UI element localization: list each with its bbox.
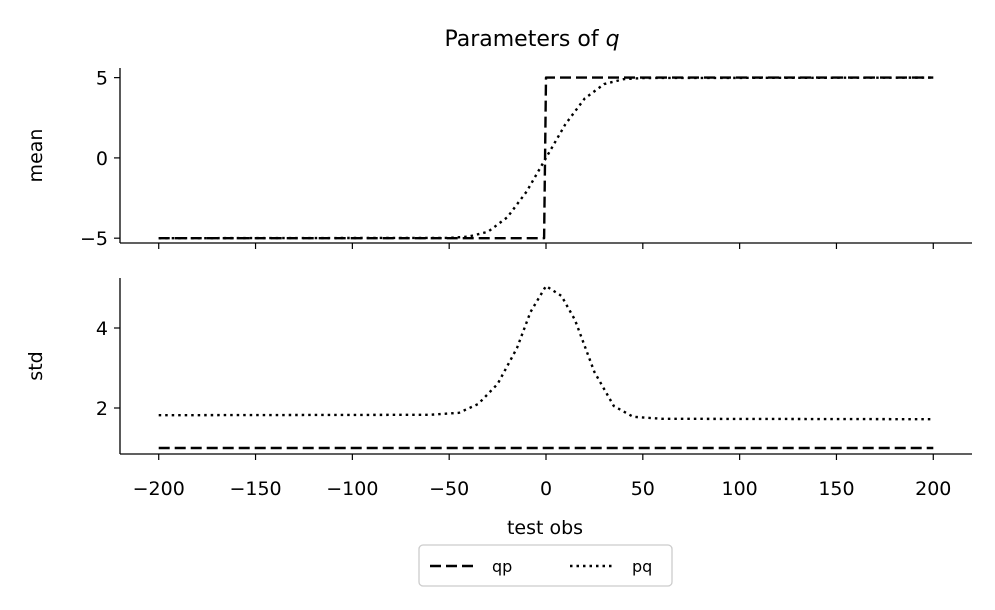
x-tick-label: −200 xyxy=(133,478,185,500)
legend-frame xyxy=(418,544,673,587)
chart-legend: qp pq xyxy=(418,544,673,587)
x-tick-label: 200 xyxy=(915,478,951,500)
y-tick-label-std: 4 xyxy=(96,318,108,340)
y-tick-label-std: 2 xyxy=(96,398,108,420)
legend-label-pq: pq xyxy=(632,557,652,576)
x-tick-label: −100 xyxy=(326,478,378,500)
chart-title: Parameters of q xyxy=(444,27,619,52)
series-line-pq-std xyxy=(158,284,934,421)
series-line-qp-mean xyxy=(158,76,934,240)
x-tick-label: 150 xyxy=(818,478,854,500)
x-tick-label: 0 xyxy=(540,478,552,500)
legend-label-qp: qp xyxy=(492,557,512,576)
x-tick-label: 100 xyxy=(722,478,758,500)
y-tick-label-mean: 5 xyxy=(96,68,108,90)
x-tick-label: 50 xyxy=(631,478,655,500)
y-axis-label-mean: mean xyxy=(25,129,47,183)
x-tick-label: −50 xyxy=(429,478,469,500)
y-axis-label-std: std xyxy=(25,351,47,380)
x-tick-label: −150 xyxy=(229,478,281,500)
series-line-pq-mean xyxy=(158,76,934,240)
y-tick-label-mean: 0 xyxy=(96,148,108,170)
y-tick-label-mean: −5 xyxy=(80,228,108,250)
x-axis-label: test obs xyxy=(507,517,583,539)
